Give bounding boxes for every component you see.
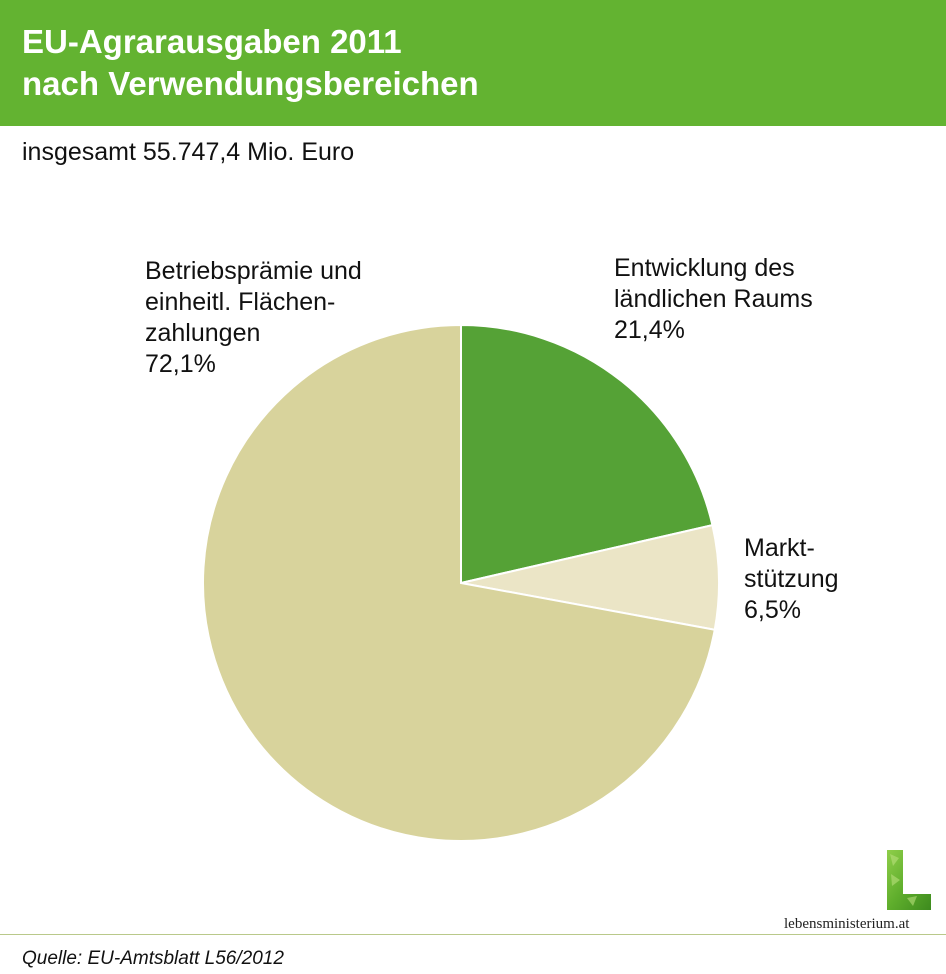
slice-label-line: zahlungen [145,319,261,347]
chart-title-line-2: nach Verwendungsbereichen [22,65,479,102]
slice-label-betriebspraemie: Betriebsprämie und einheitl. Flächen- za… [145,256,362,380]
slice-label-line: Markt- [744,534,815,562]
slice-value-label: 72,1% [145,350,216,378]
slice-label-line: ländlichen Raums [614,285,813,313]
footer-divider [0,934,946,935]
slice-value-label: 6,5% [744,596,801,624]
slice-label-marktstuetzung: Markt- stützung 6,5% [744,533,839,626]
lebensministerium-leaf-L-icon [887,850,931,910]
slice-laendlicher-raum [460,323,714,585]
slice-value-label: 21,4% [614,316,685,344]
slice-betriebspraemie [202,323,716,842]
chart-title-line-1: EU-Agrarausgaben 2011 [22,23,402,60]
slice-label-line: Betriebsprämie und [145,257,362,285]
source-note: Quelle: EU-Amtsblatt L56/2012 [22,948,284,969]
pie-chart [202,323,720,842]
title-banner: EU-Agrarausgaben 2011 nach Verwendungsbe… [0,0,946,126]
chart-subtitle: insgesamt 55.747,4 Mio. Euro [22,138,355,166]
slice-label-line: einheitl. Flächen- [145,288,336,316]
slice-label-laendlicher-raum: Entwicklung des ländlichen Raums 21,4% [614,253,813,346]
logo-text: lebensministerium.at [784,916,910,932]
slice-label-line: stützung [744,565,839,593]
slice-label-line: Entwicklung des [614,254,795,282]
